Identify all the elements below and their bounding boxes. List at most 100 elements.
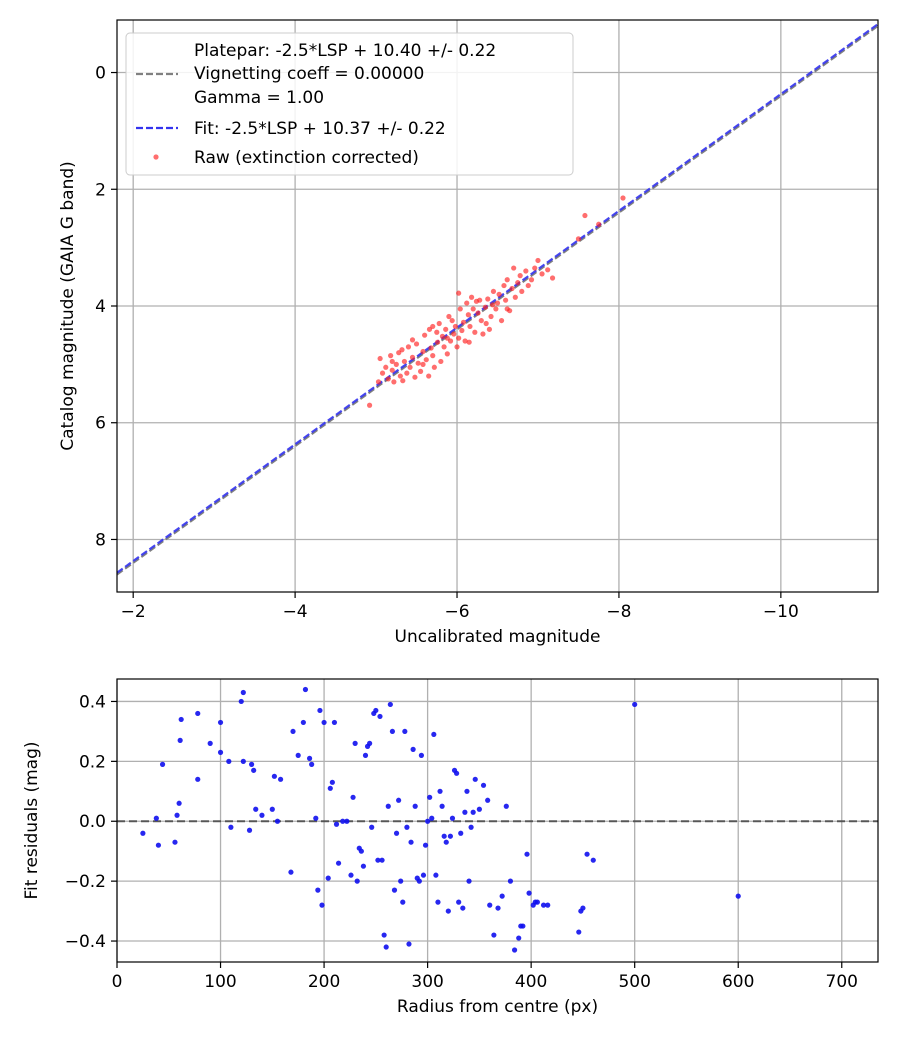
residual-point — [468, 824, 474, 830]
raw-data-point — [404, 370, 410, 376]
residual-point — [319, 902, 325, 908]
raw-data-point — [415, 360, 421, 366]
raw-data-point — [490, 302, 496, 308]
residual-point — [511, 947, 518, 953]
raw-data-point — [468, 294, 475, 300]
residual-point — [321, 719, 327, 726]
bottom-panel: 0 100 200 300 400 500 600 7000.40.20.0−0.2−0.4 … — [22, 678, 879, 1017]
residual-point — [177, 737, 183, 743]
bottom-ticks: 0 100 200 300 400 500 600 700 0.4 0.2 0.0 −0.2 −0.4 — [65, 692, 858, 992]
raw-data-point — [464, 300, 470, 306]
residual-point — [437, 788, 443, 794]
raw-data-point — [397, 373, 403, 379]
residual-point — [507, 878, 514, 884]
raw-data-point — [494, 300, 501, 306]
y-tick-label: 8 — [95, 530, 106, 550]
raw-data-point — [525, 282, 531, 289]
residual-point — [358, 848, 364, 854]
raw-data-point — [517, 273, 523, 279]
residual-point — [416, 878, 422, 884]
residual-point — [369, 824, 375, 830]
residual-point — [410, 746, 416, 752]
residual-point — [540, 902, 547, 908]
residual-point — [195, 776, 201, 782]
raw-data-point — [515, 280, 521, 286]
raw-data-point — [486, 326, 493, 332]
x-tick-label: 600 — [722, 972, 754, 992]
raw-data-point — [482, 304, 488, 310]
residual-point — [340, 818, 346, 824]
residual-point — [354, 878, 360, 884]
raw-data-point — [449, 317, 455, 324]
residual-point — [246, 827, 253, 833]
raw-data-point — [545, 267, 551, 273]
bottom-x-axis-label: Radius from centre (px) — [397, 997, 598, 1017]
bottom-y-axis-label: Fit residuals (mag) — [22, 742, 42, 900]
residual-point — [228, 824, 234, 830]
raw-data-point — [385, 376, 391, 382]
raw-data-point — [366, 402, 373, 408]
residual-point — [251, 767, 257, 773]
raw-data-point — [428, 345, 434, 351]
residual-point — [393, 830, 400, 836]
raw-data-point — [480, 331, 486, 337]
residual-point — [153, 815, 159, 821]
residual-point — [476, 806, 482, 812]
residual-point — [418, 752, 424, 758]
raw-data-point — [465, 312, 471, 318]
x-tick-label: −10 — [763, 602, 799, 622]
residual-point — [295, 752, 301, 758]
raw-data-point — [451, 331, 457, 337]
raw-data-point — [409, 354, 416, 360]
raw-data-point — [413, 341, 420, 347]
raw-data-point — [512, 294, 518, 300]
residual-point — [383, 944, 389, 950]
raw-data-point — [519, 288, 525, 295]
residual-point — [427, 794, 433, 800]
residual-point — [480, 782, 487, 788]
y-tick-label: 4 — [95, 297, 106, 317]
raw-data-point — [434, 339, 441, 345]
raw-data-point — [444, 335, 450, 341]
raw-data-point — [488, 313, 494, 320]
residual-point — [495, 905, 501, 911]
raw-data-point — [549, 275, 556, 281]
legend: Platepar: -2.5*LSP + 10.40 +/- 0.22 Vign… — [125, 32, 574, 176]
residual-point — [362, 752, 369, 758]
residual-point — [226, 758, 232, 764]
residual-point — [464, 788, 470, 794]
residual-point — [526, 890, 532, 896]
residual-point — [348, 872, 354, 878]
y-tick-label: −0.4 — [65, 932, 106, 952]
residual-point — [240, 758, 246, 764]
raw-data-point — [431, 364, 437, 370]
residual-point — [385, 803, 391, 809]
residual-point — [447, 833, 453, 839]
residual-point — [140, 830, 146, 836]
raw-data-point — [456, 335, 462, 341]
residual-point — [360, 863, 367, 869]
y-tick-label: 0.2 — [79, 752, 106, 772]
residual-point — [313, 815, 319, 821]
legend-fit-label: Fit: -2.5*LSP + 10.37 +/- 0.22 — [194, 119, 446, 139]
residual-point — [238, 698, 244, 705]
x-tick-label: 0 — [112, 972, 123, 992]
x-tick-label: −4 — [283, 602, 308, 622]
residual-point — [391, 887, 398, 893]
residual-point — [309, 761, 315, 767]
raw-data-point — [400, 378, 406, 384]
raw-data-point — [407, 364, 413, 370]
y-tick-label: 6 — [95, 414, 106, 434]
x-tick-label: −8 — [606, 602, 631, 622]
residual-point — [590, 857, 596, 863]
raw-data-point — [420, 348, 426, 355]
residual-point — [300, 719, 306, 726]
residual-point — [441, 833, 447, 839]
residual-point — [344, 818, 350, 824]
residual-point — [534, 899, 540, 905]
raw-data-point — [452, 323, 459, 330]
residual-point — [524, 851, 530, 857]
fit-line — [116, 23, 879, 574]
residual-point — [333, 821, 340, 827]
